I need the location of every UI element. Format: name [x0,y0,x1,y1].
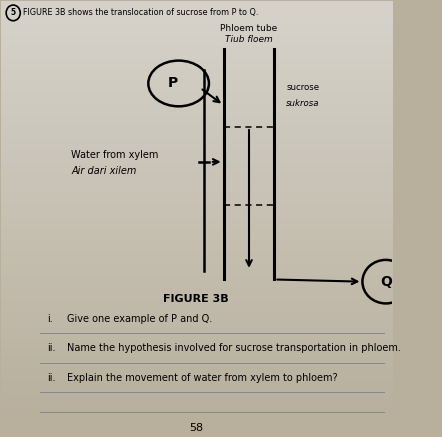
Text: Water from xylem: Water from xylem [71,150,159,160]
Text: FIGURE 3B shows the translocation of sucrose from P to Q.: FIGURE 3B shows the translocation of suc… [23,8,258,17]
Text: Air dari xilem: Air dari xilem [71,166,137,176]
Text: sucrose: sucrose [286,83,319,92]
Text: Explain the movement of water from xylem to phloem?: Explain the movement of water from xylem… [67,373,338,383]
Text: sukrosa: sukrosa [286,99,320,108]
Text: Give one example of P and Q.: Give one example of P and Q. [67,314,213,324]
Text: Name the hypothesis involved for sucrose transportation in phloem.: Name the hypothesis involved for sucrose… [67,343,401,353]
Text: 58: 58 [189,423,203,434]
Text: FIGURE 3B: FIGURE 3B [164,294,229,304]
Text: Tiub floem: Tiub floem [225,35,273,44]
Text: Q: Q [380,275,392,289]
Text: P: P [168,76,178,90]
Text: ii.: ii. [48,343,56,353]
Text: i.: i. [48,314,53,324]
Text: ii.: ii. [48,373,56,383]
Text: 5: 5 [11,8,16,17]
Text: Phloem tube: Phloem tube [221,24,278,33]
